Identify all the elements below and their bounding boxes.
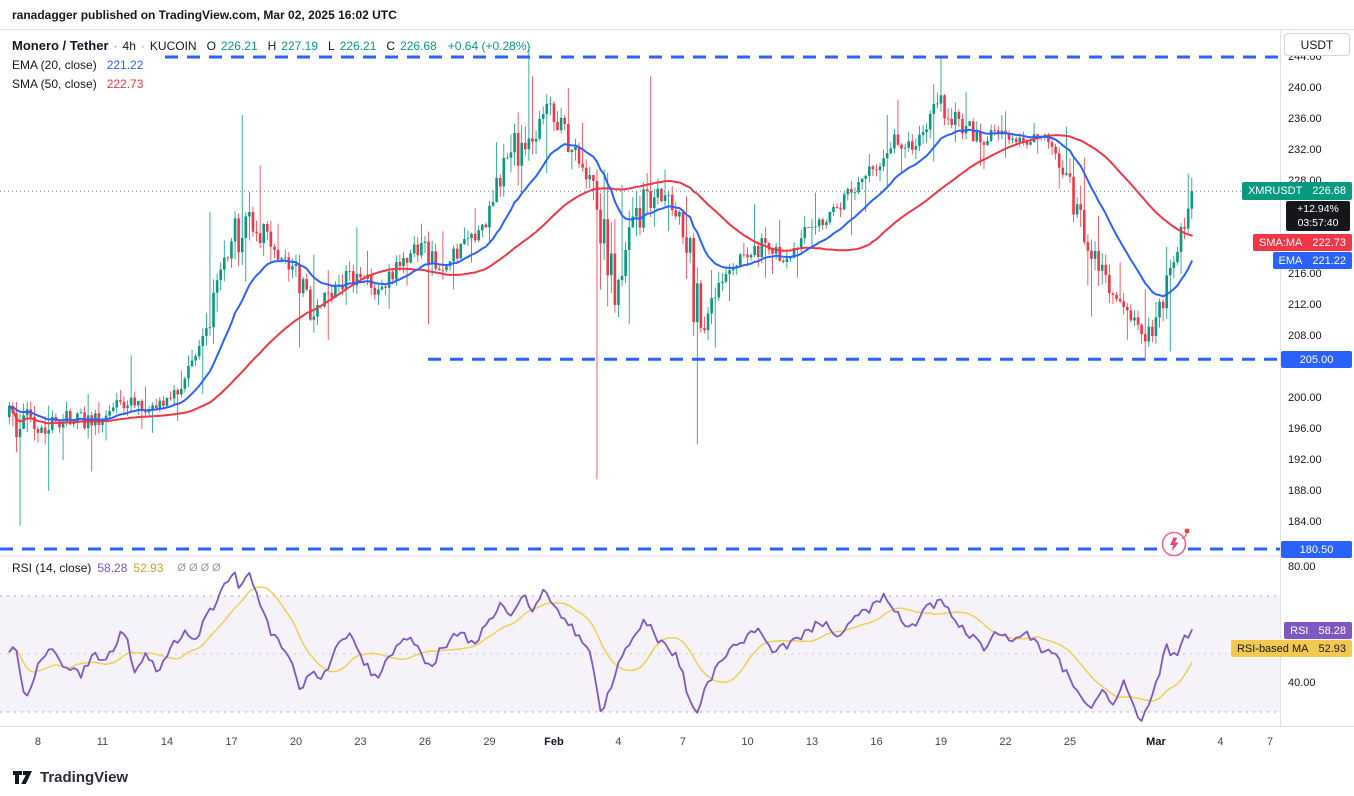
level-205-badge[interactable]: 205.00	[1281, 351, 1352, 368]
rsi-badge-label: RSI	[1290, 624, 1309, 637]
time-axis-label: 19	[934, 736, 948, 748]
low-value: 226.21	[339, 38, 377, 53]
rsi-band	[0, 595, 1280, 713]
symbol-badge-price: 226.68	[1312, 185, 1346, 197]
time-axis-label: 20	[289, 736, 303, 748]
rsi-badge-value: 58.28	[1318, 624, 1346, 637]
sma-badge-value: 222.73	[1312, 236, 1346, 249]
sma-50-line	[8, 134, 1193, 425]
time-axis-label: 7	[679, 736, 687, 748]
time-axis-label: 11	[96, 736, 109, 748]
symbol-legend: Monero / Tether · 4h · KUCOIN O 226.21 H…	[12, 36, 531, 93]
time-axis-label: 22	[999, 736, 1012, 748]
time-axis-label: 25	[1063, 736, 1077, 748]
bar-countdown: 03:57:40	[1297, 216, 1339, 229]
ema-badge-label: EMA	[1278, 254, 1303, 267]
time-axis-label: 7	[1266, 736, 1274, 748]
rsi-value-badge[interactable]: RSI 58.28	[1284, 622, 1352, 639]
rsi-ma-value-badge[interactable]: RSI-based MA 52.93	[1230, 640, 1352, 657]
time-axis-label: 23	[354, 736, 367, 748]
open-value: 226.21	[220, 38, 258, 53]
time-axis-label: Feb	[544, 736, 564, 748]
close-value: 226.68	[400, 38, 437, 53]
sma-indicator-label[interactable]: SMA (50, close)	[12, 76, 97, 91]
level-180-badge[interactable]: 180.50	[1281, 541, 1352, 558]
footer-bar: TradingView	[0, 758, 1354, 796]
rsi-line	[8, 571, 1193, 722]
interval-label[interactable]: 4h	[122, 38, 136, 53]
time-axis-label: Mar	[1146, 736, 1166, 748]
symbol-badge-label: XMRUSDT	[1247, 185, 1303, 197]
change-percent: +12.94%	[1297, 202, 1339, 215]
countdown-badge[interactable]: +12.94% 03:57:40	[1286, 201, 1350, 231]
rsi-indicator-label[interactable]: RSI (14, close)	[12, 561, 92, 575]
time-axis-label: 16	[870, 736, 883, 748]
separator-dot: ·	[140, 38, 145, 53]
sma-price-badge[interactable]: SMA:MA 222.73	[1252, 234, 1352, 251]
time-axis-label: 17	[225, 736, 238, 748]
tradingview-brand[interactable]: TradingView	[40, 768, 129, 786]
level-205-value: 205.00	[1299, 353, 1334, 366]
candlestick-series	[8, 45, 1194, 526]
attribution-text: ranadagger published on TradingView.com,…	[12, 7, 397, 22]
chart-area: 244.00240.00236.00232.00228.00224.00220.…	[0, 30, 1354, 758]
time-axis-label: 29	[483, 736, 496, 748]
sma-indicator-value: 222.73	[106, 76, 144, 91]
time-axis[interactable]: 8 11 14 17 20 23 26 29 Feb 4 7 10 13 16 19 22 25 Mar 4 7	[0, 726, 1354, 758]
ema-indicator-label[interactable]: EMA (20, close)	[12, 57, 97, 72]
separator-dot: ·	[113, 38, 118, 53]
high-value: 227.19	[281, 38, 318, 53]
time-axis-label: 4	[1217, 736, 1224, 748]
tradingview-logo-icon[interactable]	[12, 767, 33, 787]
ema-price-badge[interactable]: EMA 221.22	[1272, 252, 1352, 269]
close-prefix: C	[386, 38, 396, 53]
symbol-price-badge[interactable]: XMRUSDT 226.68	[1241, 182, 1352, 200]
rsi-indicator-value: 58.28	[97, 561, 128, 575]
rsi-ma-badge-label: RSI-based MA	[1236, 642, 1309, 655]
time-axis-label: 8	[34, 736, 42, 748]
symbol-title[interactable]: Monero / Tether	[12, 38, 109, 53]
change-value: +0.64 (+0.28%)	[447, 38, 531, 53]
ema-indicator-value: 221.22	[106, 57, 144, 72]
low-prefix: L	[328, 38, 335, 53]
attribution-bar: ranadagger published on TradingView.com,…	[0, 0, 1354, 30]
rsi-legend: RSI (14, close) 58.28 52.93 ØØØØ	[12, 561, 224, 575]
ema-badge-value: 221.22	[1312, 254, 1346, 267]
ema-20-line	[8, 128, 1193, 422]
level-180-value: 180.50	[1299, 543, 1334, 556]
sma-badge-label: SMA:MA	[1258, 236, 1303, 249]
time-axis-label: 10	[741, 736, 754, 748]
currency-label: USDT	[1300, 37, 1334, 52]
time-axis-label: 26	[418, 736, 432, 748]
rsi-ma-badge-value: 52.93	[1318, 642, 1346, 655]
currency-toggle[interactable]: USDT	[1284, 33, 1350, 56]
high-prefix: H	[267, 38, 277, 53]
chart-canvas[interactable]	[0, 30, 1354, 726]
indicator-control-icons[interactable]: ØØØØ	[177, 562, 224, 574]
time-axis-label: 13	[805, 736, 819, 748]
open-prefix: O	[206, 38, 216, 53]
axis-separator	[1280, 30, 1281, 758]
rsi-ma-indicator-value: 52.93	[133, 561, 164, 575]
time-axis-label: 4	[615, 736, 622, 748]
exchange-label[interactable]: KUCOIN	[149, 38, 197, 53]
time-axis-label: 14	[160, 736, 174, 748]
magic-cursor-icon[interactable]	[1160, 525, 1192, 559]
